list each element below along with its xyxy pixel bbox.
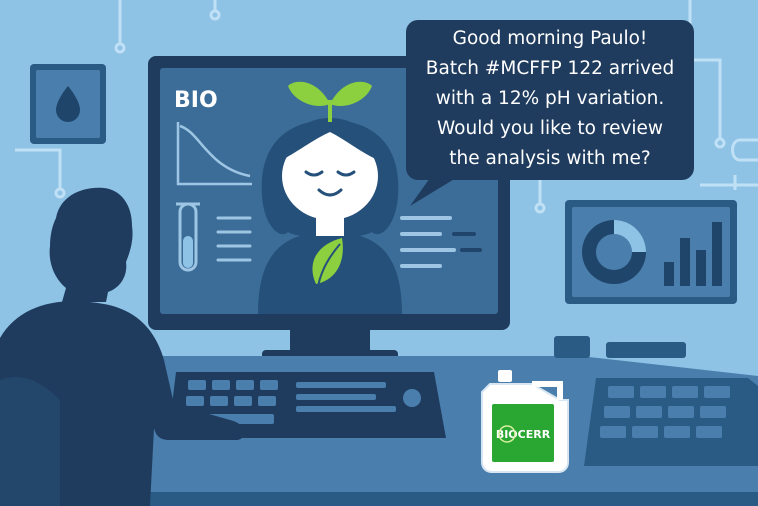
screen-label: BIO [174,88,218,113]
pie-chart-icon [582,220,646,284]
biocerr-logo: BIOCERR [496,428,551,441]
left-text-lines [216,216,252,262]
assistant-avatar [258,81,402,314]
speech-bubble [406,20,694,206]
wall-dashboard [565,200,737,304]
keypad-device [554,336,758,466]
test-tube-icon [176,202,200,272]
water-drop-icon [56,86,80,122]
leaf-icon [312,238,343,287]
avatar-smile [317,188,343,197]
water-drop-panel [30,64,106,144]
right-text-lines [400,216,482,268]
avatar-left-eye [304,170,324,177]
avatar-face [282,132,378,220]
monitor-neck [290,330,370,352]
avatar-right-eye [336,170,356,177]
jug-label [492,404,554,462]
person-silhouette [0,187,245,506]
sprout-icon [288,81,372,122]
biocerr-jug: BIOCERR [481,370,569,473]
bar-chart-icon [664,222,722,286]
curve-chart-icon [176,122,252,186]
